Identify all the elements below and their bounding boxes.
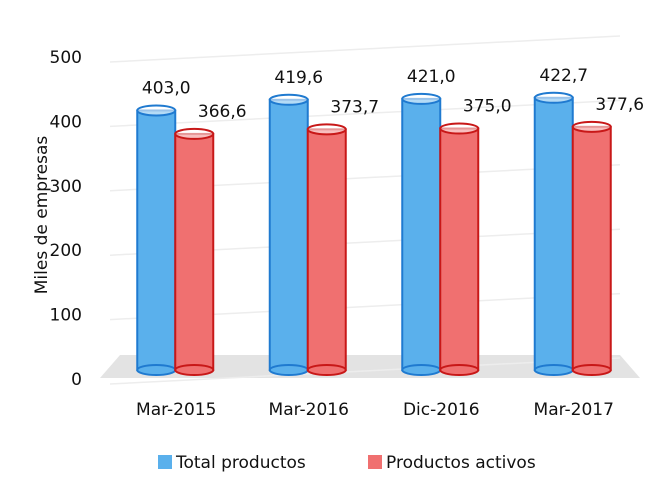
legend-swatch (368, 455, 382, 469)
value-label: 421,0 (407, 67, 456, 87)
bar (571, 120, 612, 376)
grid-line (109, 35, 621, 63)
legend-label: Total productos (175, 453, 306, 473)
bar-base (533, 364, 574, 376)
y-tick-label: 400 (50, 112, 82, 132)
x-tick-label: Mar-2017 (534, 400, 614, 420)
bar-top (401, 92, 442, 105)
x-tick-label: Mar-2015 (136, 400, 216, 420)
y-tick-label: 100 (50, 306, 82, 326)
bar (401, 92, 442, 376)
bar-base (571, 364, 612, 376)
value-label: 366,6 (198, 102, 247, 122)
y-tick-label: 500 (50, 48, 82, 68)
bar (174, 127, 215, 376)
bar-body (439, 127, 480, 371)
y-tick-label: 0 (71, 370, 82, 390)
bar-top (174, 127, 215, 140)
y-axis-title: Miles de empresas (32, 136, 52, 295)
legend-swatch (158, 455, 172, 469)
bar-base (136, 364, 177, 376)
value-label: 403,0 (142, 78, 191, 98)
bar-base (306, 364, 347, 376)
x-tick-label: Dic-2016 (403, 400, 480, 420)
bar-base (268, 364, 309, 376)
value-label: 375,0 (463, 97, 512, 117)
bar-top (533, 91, 574, 104)
floor (100, 355, 640, 378)
value-label: 419,6 (274, 68, 323, 88)
bar (439, 122, 480, 376)
bar (268, 93, 309, 376)
bar (136, 104, 177, 376)
legend-label: Productos activos (386, 453, 536, 473)
bar-body (174, 132, 215, 371)
bar-body (401, 97, 442, 371)
bar-top (439, 122, 480, 135)
bar-base (401, 364, 442, 376)
value-label: 377,6 (595, 95, 644, 115)
bar-base (439, 364, 480, 376)
bar (306, 123, 347, 376)
bar-top (306, 123, 347, 136)
bar-top (136, 104, 177, 117)
value-label: 373,7 (330, 97, 379, 117)
bar-top (571, 120, 612, 133)
bar-body (136, 109, 177, 372)
y-tick-label: 200 (50, 241, 82, 261)
bar-body (533, 96, 574, 372)
bar-body (268, 98, 309, 372)
value-label: 422,7 (539, 66, 588, 86)
bar-base (174, 364, 215, 376)
bar-top (268, 93, 309, 106)
bar-body (306, 128, 347, 371)
bar-body (571, 125, 612, 371)
y-tick-label: 300 (50, 177, 82, 197)
x-tick-label: Mar-2016 (269, 400, 349, 420)
bar (533, 91, 574, 376)
